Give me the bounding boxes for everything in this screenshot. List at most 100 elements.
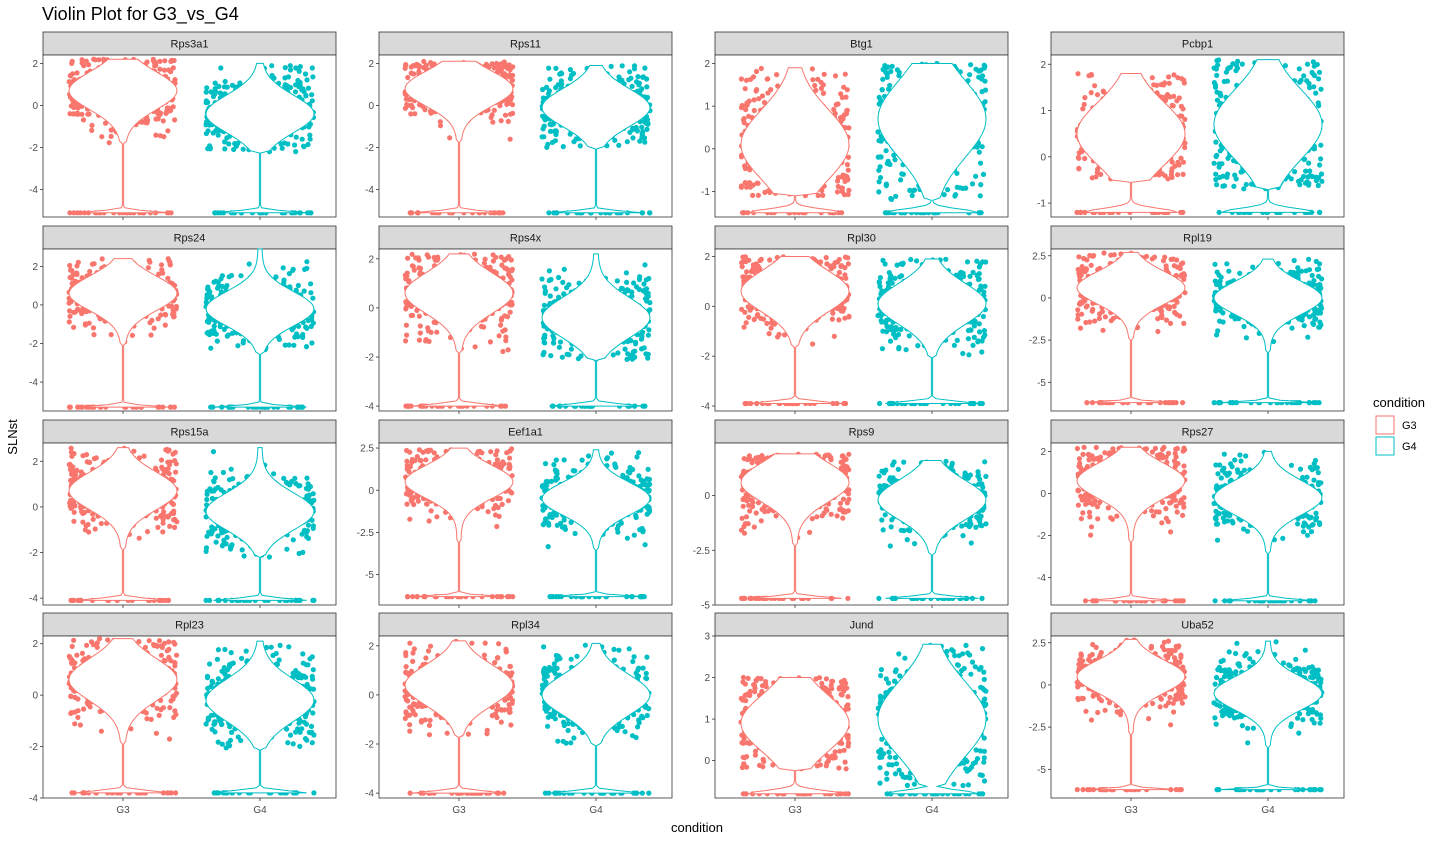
data-point: [553, 129, 560, 135]
y-tick-label: -1: [1037, 199, 1046, 210]
data-point: [299, 136, 305, 142]
data-point: [832, 73, 839, 79]
data-point: [229, 330, 235, 336]
data-point: [1314, 61, 1320, 68]
data-point: [820, 82, 826, 88]
data-point: [490, 119, 496, 125]
data-point: [544, 144, 550, 150]
data-point: [548, 122, 555, 128]
data-point: [575, 356, 582, 362]
data-point: [564, 351, 570, 357]
data-point: [205, 128, 211, 134]
data-point: [1311, 84, 1317, 90]
data-point: [282, 82, 288, 88]
data-point: [167, 262, 173, 268]
y-tick-label: 2: [368, 254, 374, 265]
data-point: [67, 404, 73, 410]
data-point: [646, 275, 652, 282]
data-point: [85, 111, 91, 117]
data-point: [542, 335, 548, 341]
data-point: [222, 146, 228, 152]
data-point: [507, 136, 513, 142]
data-point: [647, 210, 653, 216]
data-point: [89, 122, 95, 128]
data-point: [1081, 101, 1087, 108]
data-point: [309, 92, 315, 98]
data-point: [211, 323, 217, 329]
data-point: [541, 115, 548, 122]
data-point: [1165, 176, 1171, 182]
data-point: [218, 276, 224, 282]
data-point: [67, 262, 73, 269]
data-point: [1171, 93, 1177, 99]
data-point: [285, 141, 291, 147]
data-point: [203, 98, 209, 104]
data-point: [1076, 165, 1082, 171]
data-point: [954, 184, 960, 190]
data-point: [471, 251, 478, 257]
data-point: [755, 192, 762, 198]
data-point: [876, 189, 882, 195]
data-point: [491, 107, 497, 113]
y-tick-label: 2: [32, 59, 38, 70]
data-point: [1316, 175, 1322, 181]
data-point: [490, 252, 496, 258]
data-point: [622, 346, 628, 352]
data-point: [240, 340, 246, 346]
data-point: [303, 93, 309, 99]
data-point: [1315, 100, 1321, 106]
data-point: [498, 254, 504, 260]
data-point: [837, 115, 844, 121]
data-point: [645, 351, 651, 357]
y-tick-label: -1: [701, 187, 710, 198]
data-point: [233, 143, 239, 149]
data-point: [541, 134, 547, 140]
data-point: [616, 142, 622, 148]
data-point: [166, 67, 172, 73]
y-tick-label: 2: [368, 59, 374, 70]
data-point: [491, 65, 497, 71]
y-tick-label: 0: [704, 144, 710, 155]
data-point: [738, 183, 745, 189]
data-point: [883, 181, 890, 187]
data-point: [768, 87, 774, 93]
data-point: [499, 262, 505, 268]
data-point: [405, 403, 412, 409]
data-point: [147, 259, 153, 265]
data-point: [91, 332, 97, 338]
data-point: [210, 93, 217, 100]
data-point: [548, 353, 554, 359]
data-point: [1169, 159, 1175, 165]
data-point: [171, 404, 177, 410]
data-point: [203, 89, 209, 95]
data-point: [218, 65, 224, 71]
data-point: [821, 71, 827, 77]
data-point: [845, 191, 851, 198]
data-point: [979, 89, 985, 95]
data-point: [159, 267, 165, 273]
data-point: [911, 187, 918, 193]
data-point: [739, 210, 746, 216]
data-point: [424, 252, 430, 258]
data-point: [402, 105, 408, 111]
y-tick-label: 0: [1040, 152, 1046, 163]
data-point: [170, 104, 176, 110]
data-point: [140, 119, 146, 125]
data-point: [624, 356, 630, 362]
data-point: [644, 126, 650, 132]
data-point: [629, 83, 635, 89]
data-point: [300, 143, 307, 149]
data-point: [756, 96, 762, 102]
data-point: [160, 118, 166, 124]
data-point: [286, 342, 292, 348]
data-point: [1082, 155, 1088, 162]
data-point: [820, 90, 827, 96]
data-point: [547, 76, 553, 82]
data-point: [504, 101, 510, 107]
data-point: [898, 177, 904, 183]
data-point: [501, 71, 508, 77]
data-point: [411, 71, 417, 77]
data-point: [1077, 209, 1083, 215]
data-point: [308, 210, 314, 216]
data-point: [636, 276, 643, 283]
